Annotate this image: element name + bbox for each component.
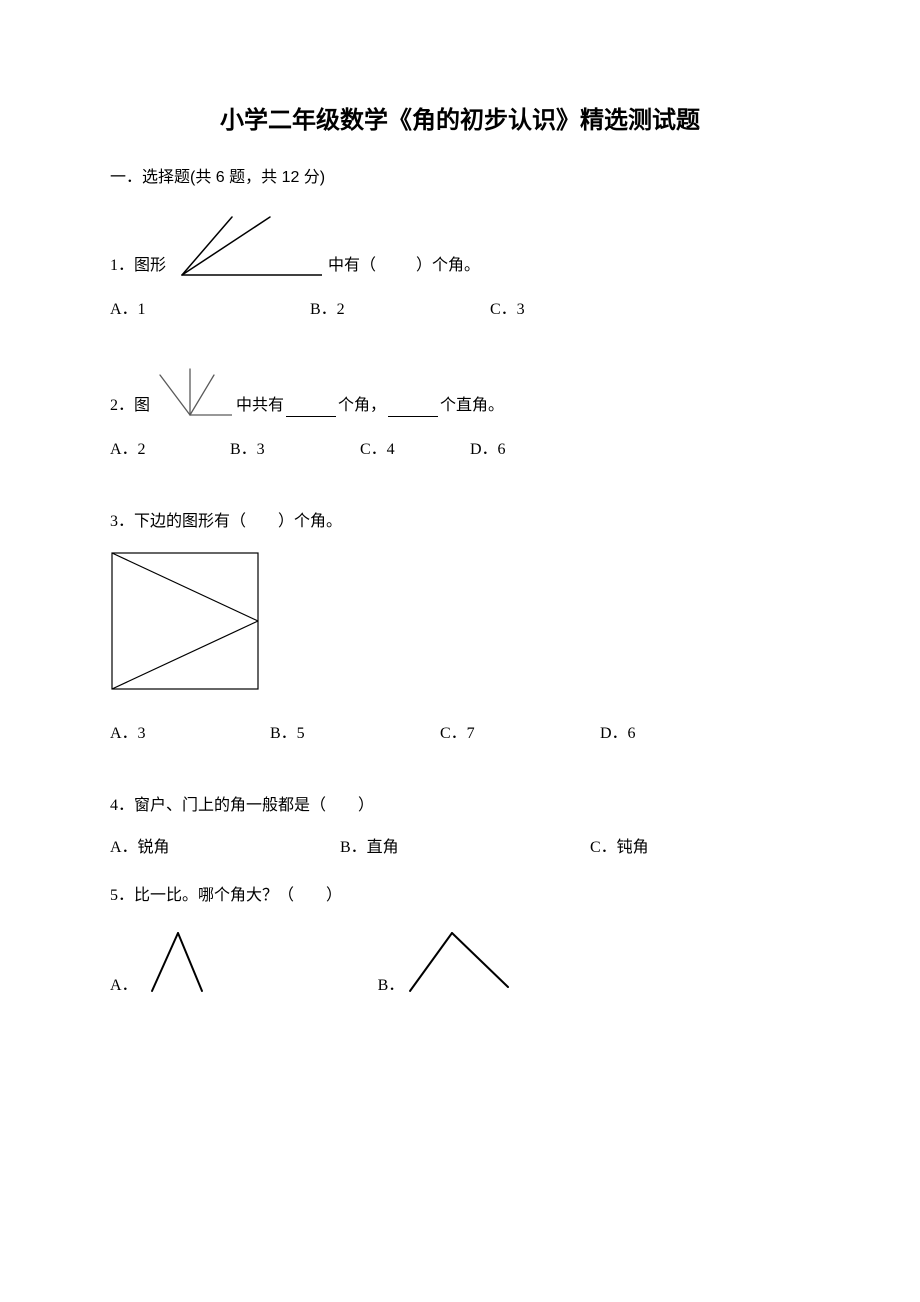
q5-figure-a [138, 929, 218, 995]
q4-choice-c: C．钝角 [590, 833, 649, 857]
doc-title: 小学二年级数学《角的初步认识》精选测试题 [110, 100, 810, 135]
q2-choice-a: A．2 [110, 435, 230, 459]
q2-mid2: 个角， [338, 395, 386, 417]
q2-choice-d: D．6 [470, 435, 506, 459]
q1-figure [172, 215, 322, 277]
q5-text: 5．比一比。哪个角大？（ ） [110, 881, 810, 905]
q5-choices: A． B． [110, 929, 810, 995]
q5-figure-b [404, 929, 514, 995]
q3-choice-c: C．7 [440, 719, 600, 743]
q2-choice-b: B．3 [230, 435, 360, 459]
q4-choice-b: B．直角 [340, 833, 590, 857]
q1-row: 1．图形 中有（ ）个角。 [110, 215, 810, 277]
q5-b-label: B． [378, 971, 405, 995]
q2-prefix: 2．图 [110, 395, 150, 417]
q2-mid1: 中共有 [236, 395, 284, 417]
q1-suffix-b: ）个角。 [416, 255, 480, 277]
q2-choices: A．2 B．3 C．4 D．6 [110, 435, 810, 459]
q4-choices: A．锐角 B．直角 C．钝角 [110, 833, 810, 857]
q3-choice-a: A．3 [110, 719, 270, 743]
q1-prefix: 1．图形 [110, 255, 166, 277]
q3-choice-d: D．6 [600, 719, 636, 743]
q3-figure [110, 551, 810, 691]
q2-blank1 [286, 401, 336, 417]
section-header: 一．选择题(共 6 题，共 12 分) [110, 163, 810, 187]
q1-choice-b: B．2 [310, 295, 490, 319]
q3-choices: A．3 B．5 C．7 D．6 [110, 719, 810, 743]
q2-choice-c: C．4 [360, 435, 470, 459]
q2-mid3: 个直角。 [440, 395, 504, 417]
q1-choice-a: A．1 [110, 295, 310, 319]
q5-a-label: A． [110, 971, 138, 995]
page: 小学二年级数学《角的初步认识》精选测试题 一．选择题(共 6 题，共 12 分)… [0, 0, 920, 1302]
q1-choices: A．1 B．2 C．3 [110, 295, 810, 319]
q1-suffix-a: 中有（ [328, 255, 376, 277]
q3-text: 3．下边的图形有（ ）个角。 [110, 507, 810, 531]
q1-choice-c: C．3 [490, 295, 525, 319]
q2-figure [154, 367, 232, 417]
q3-choice-b: B．5 [270, 719, 440, 743]
q4-choice-a: A．锐角 [110, 833, 340, 857]
q2-blank2 [388, 401, 438, 417]
q4-text: 4．窗户、门上的角一般都是（ ） [110, 791, 810, 815]
q2-row: 2．图 中共有 个角， 个直角。 [110, 367, 810, 417]
